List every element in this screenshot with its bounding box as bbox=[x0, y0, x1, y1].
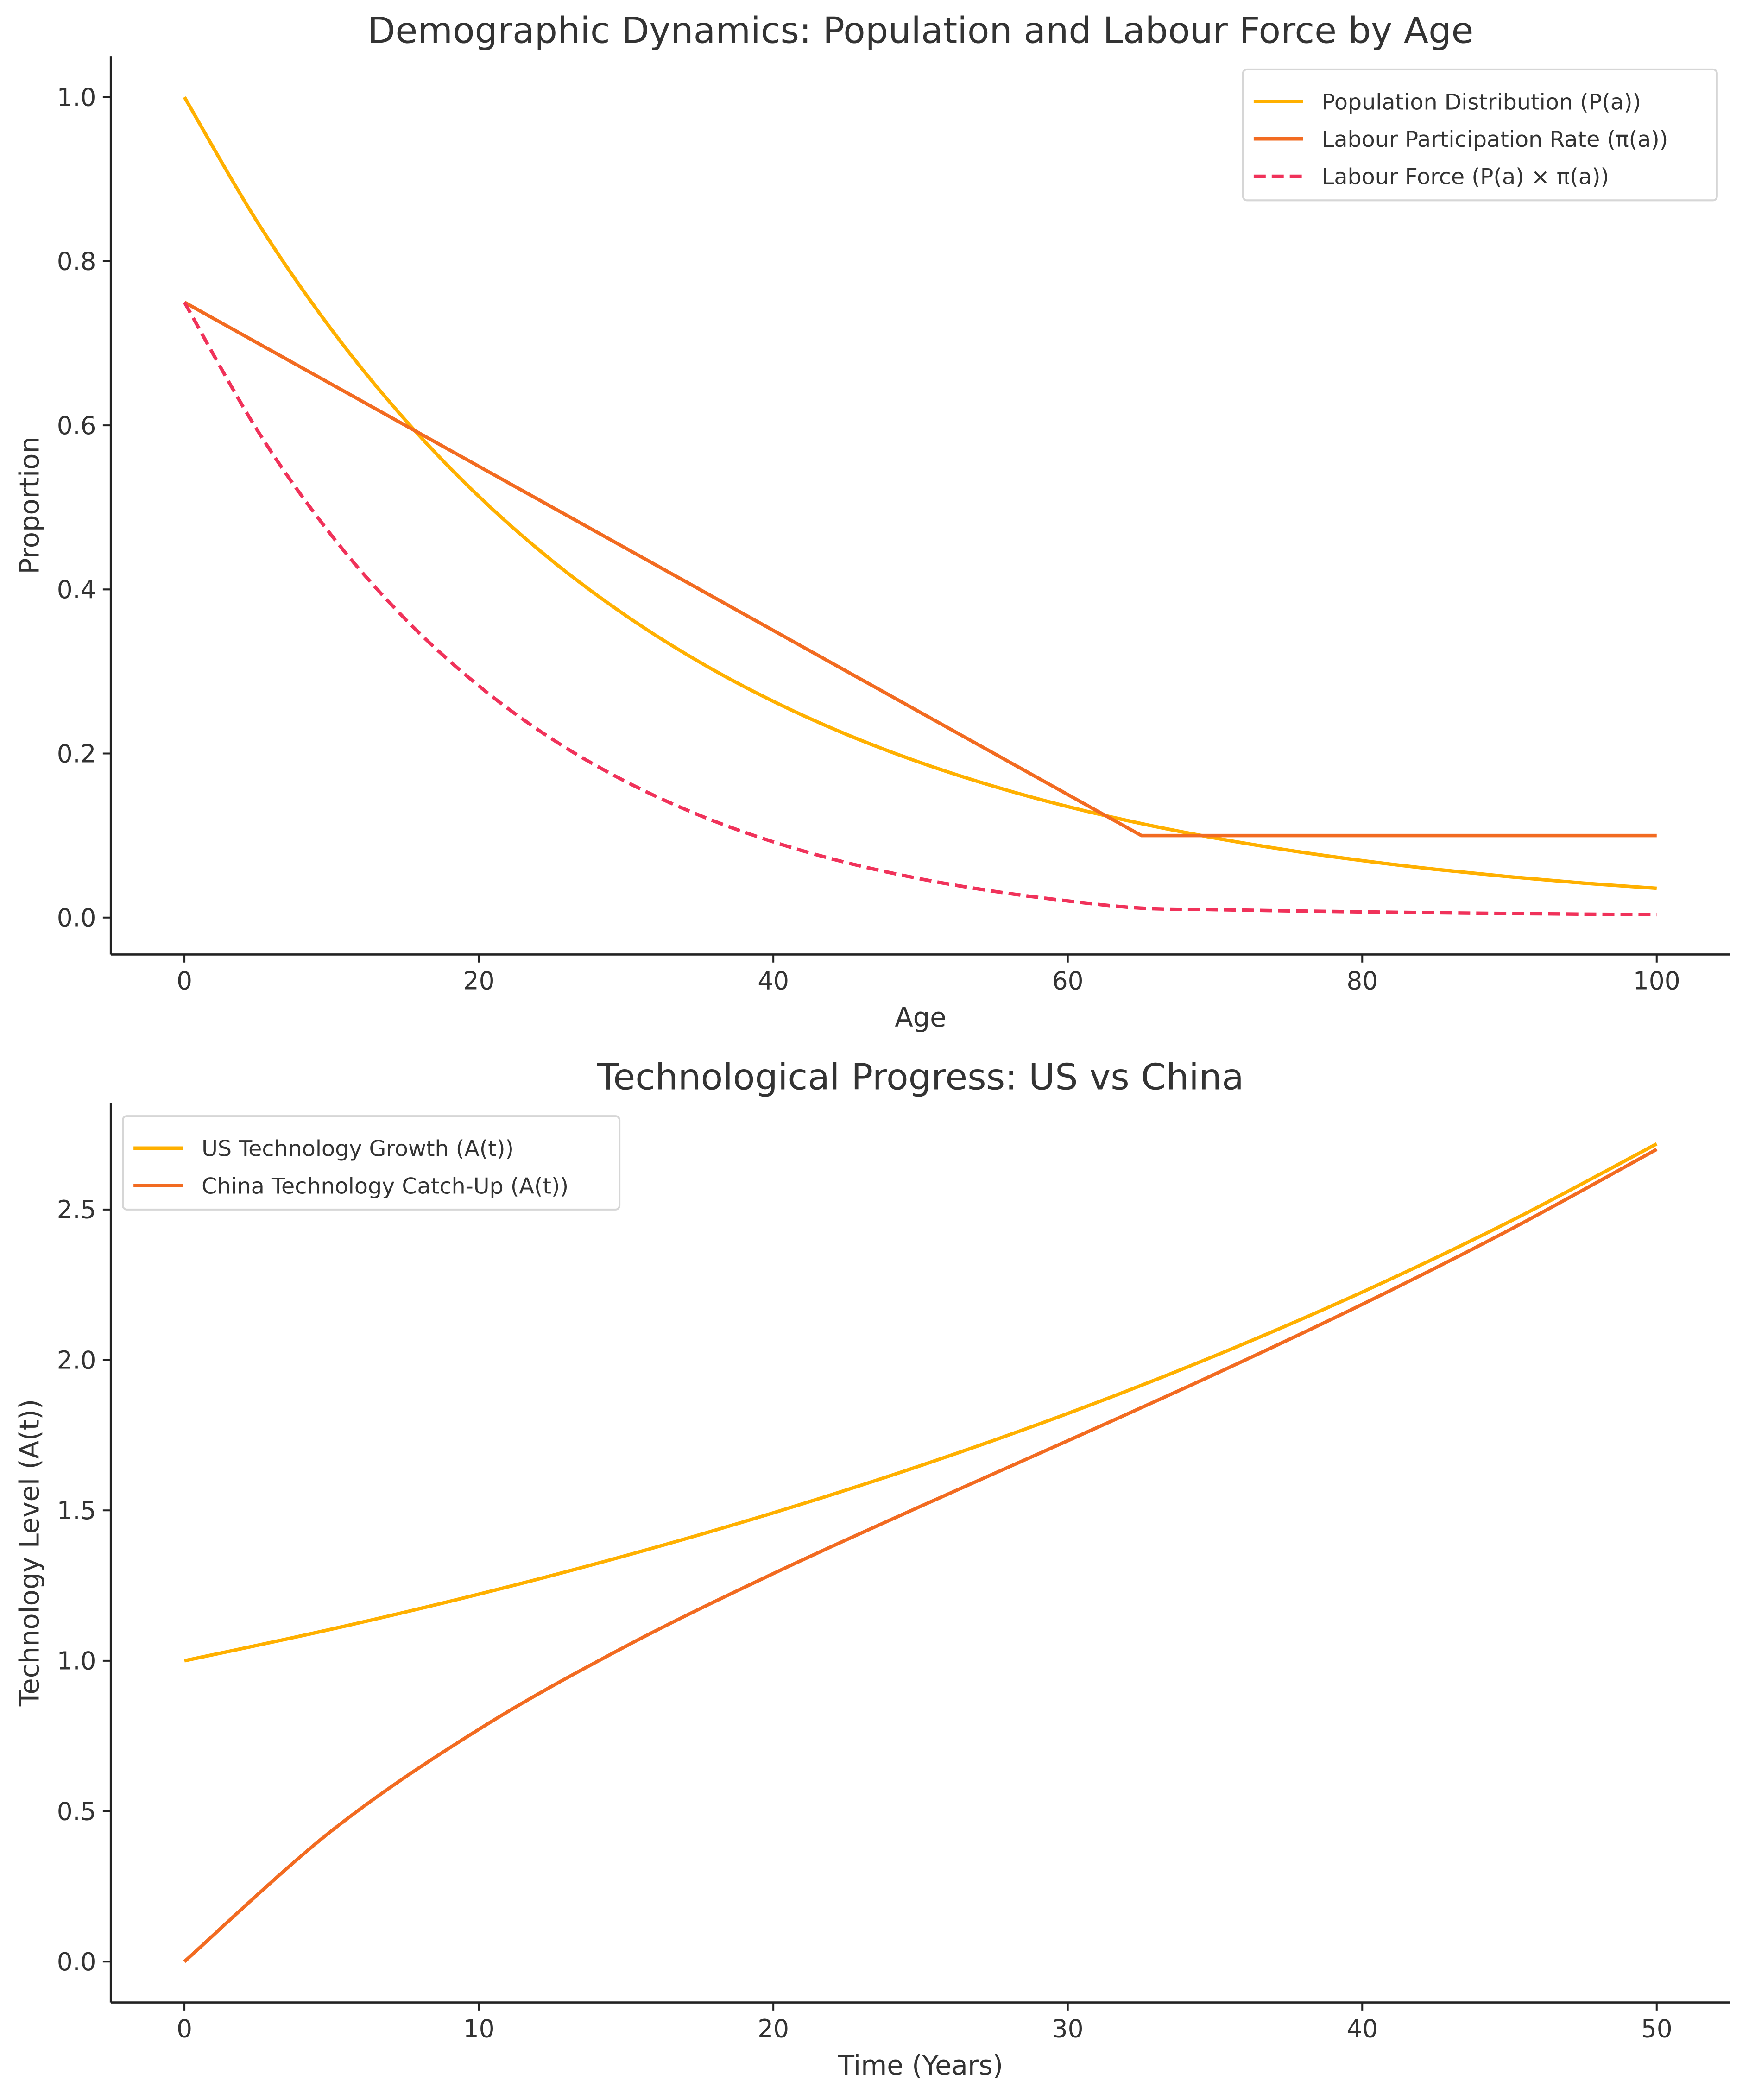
legend-label: Labour Force (P(a) × π(a)) bbox=[1322, 164, 1609, 190]
y-axis-label: Proportion bbox=[14, 436, 45, 574]
series-line-1 bbox=[183, 301, 1657, 838]
y-tick-label: 0.0 bbox=[57, 903, 96, 932]
legend-label: Population Distribution (P(a)) bbox=[1322, 89, 1641, 115]
demographics-chart: Demographic Dynamics: Population and Lab… bbox=[14, 10, 1730, 1033]
y-tick-label: 1.0 bbox=[57, 83, 96, 112]
series-line-2 bbox=[183, 301, 1657, 917]
y-tick-label: 0.4 bbox=[57, 575, 96, 604]
x-tick-label: 20 bbox=[463, 966, 495, 995]
x-tick-label: 40 bbox=[1346, 2015, 1378, 2043]
series-line-0 bbox=[183, 96, 1657, 890]
series-line-1 bbox=[183, 1148, 1658, 1963]
y-tick-label: 0.6 bbox=[57, 411, 96, 440]
legend: Population Distribution (P(a)) Labour Par… bbox=[1242, 68, 1718, 202]
x-tick-label: 10 bbox=[463, 2015, 495, 2043]
legend-label: US Technology Growth (A(t)) bbox=[202, 1136, 514, 1162]
x-tick-label: 100 bbox=[1633, 966, 1680, 995]
series-line-0 bbox=[184, 1142, 1658, 1663]
x-axis-label: Time (Years) bbox=[838, 2050, 1003, 2081]
legend-label: China Technology Catch-Up (A(t)) bbox=[202, 1173, 568, 1199]
x-tick-label: 80 bbox=[1346, 966, 1378, 995]
x-tick-label: 50 bbox=[1641, 2015, 1673, 2043]
x-tick-label: 0 bbox=[177, 966, 192, 995]
chart-title: Technological Progress: US vs China bbox=[597, 1057, 1244, 1098]
legend-box bbox=[1242, 68, 1718, 202]
y-tick-label: 1.5 bbox=[57, 1496, 96, 1525]
x-tick-label: 20 bbox=[758, 2015, 789, 2043]
x-tick-label: 40 bbox=[758, 966, 789, 995]
y-axis-label: Technology Level (A(t)) bbox=[14, 1399, 45, 1707]
y-tick-label: 2.0 bbox=[57, 1346, 96, 1375]
x-tick-label: 30 bbox=[1052, 2015, 1084, 2043]
y-tick-label: 0.2 bbox=[57, 739, 96, 768]
y-tick-label: 0.0 bbox=[57, 1948, 96, 1976]
y-tick-label: 0.8 bbox=[57, 247, 96, 276]
y-tick-label: 2.5 bbox=[57, 1196, 96, 1224]
x-axis-label: Age bbox=[895, 1002, 946, 1033]
legend: US Technology Growth (A(t)) China Technol… bbox=[122, 1115, 621, 1211]
y-tick-label: 1.0 bbox=[57, 1647, 96, 1676]
legend-box bbox=[122, 1115, 621, 1211]
technology-chart: Technological Progress: US vs China 0 10 20… bbox=[14, 1057, 1730, 2081]
chart-title: Demographic Dynamics: Population and Lab… bbox=[367, 10, 1473, 51]
x-tick-label: 60 bbox=[1052, 966, 1084, 995]
y-tick-label: 0.5 bbox=[57, 1797, 96, 1826]
legend-label: Labour Participation Rate (π(a)) bbox=[1322, 127, 1668, 152]
x-tick-label: 0 bbox=[177, 2015, 192, 2043]
